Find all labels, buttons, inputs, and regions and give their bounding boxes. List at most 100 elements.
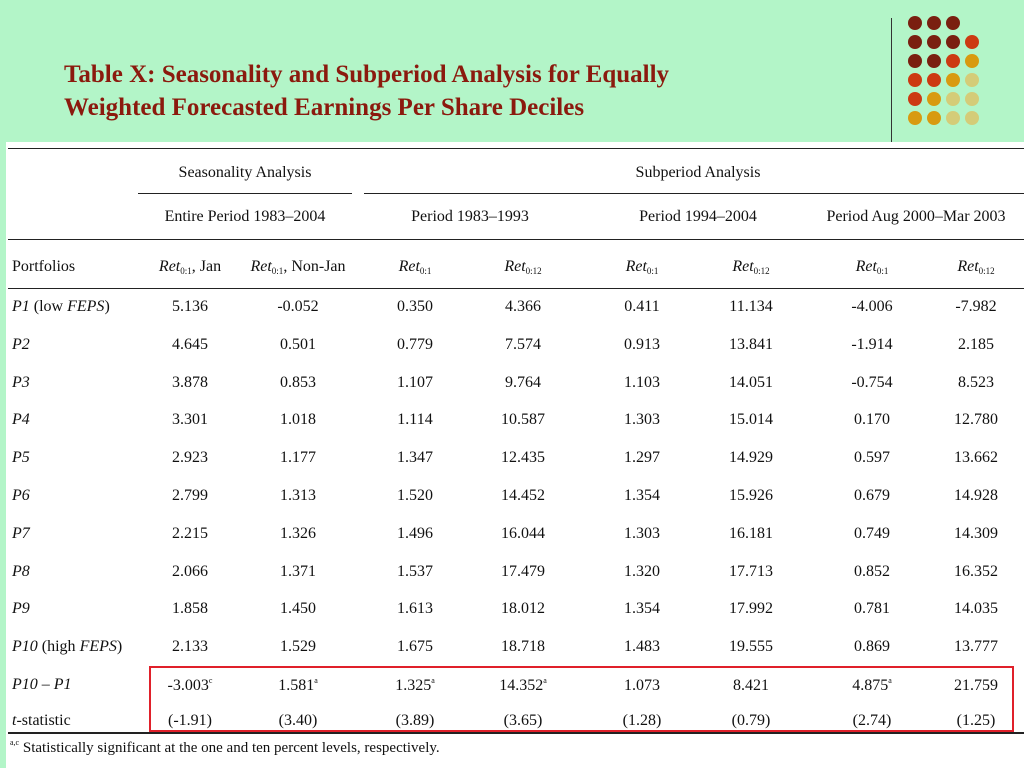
- decorative-dot: [946, 54, 960, 68]
- table-cell: 0.597: [854, 449, 890, 467]
- decorative-dot: [965, 35, 979, 49]
- portfolio-id: P5: [12, 449, 30, 467]
- column-header-ret01-p1: Ret0:1: [399, 258, 432, 276]
- diff-cell: 1.581a: [278, 676, 318, 695]
- table-cell: -1.914: [851, 335, 893, 353]
- table-cell: 16.352: [954, 562, 998, 580]
- table-cell: 14.452: [501, 487, 545, 504]
- diff-cell: -3.003c: [168, 676, 213, 695]
- table-cell: 0.781: [854, 600, 890, 618]
- portfolio-id: P3: [12, 373, 30, 391]
- decorative-dot: [927, 111, 941, 125]
- portfolio-label-end: ): [116, 638, 123, 656]
- portfolio-label-end: ): [104, 298, 110, 315]
- diff-value: 21.759: [954, 677, 998, 694]
- table-cell: 1.354: [624, 487, 660, 504]
- table-cell: 3.301: [172, 411, 208, 429]
- table-cell: 1.107: [397, 373, 433, 391]
- table-cell: 1.450: [280, 600, 316, 618]
- table-cell: 1.320: [624, 562, 660, 580]
- table-cell: 2.066: [172, 562, 208, 580]
- decorative-dot: [927, 16, 941, 30]
- portfolio-label: P1 (low FEPS): [12, 298, 110, 316]
- table-cell: 16.044: [501, 524, 545, 542]
- table-cell: 0.853: [280, 373, 316, 391]
- tstat-cell: (0.79): [731, 711, 771, 729]
- table-cell: 0.869: [854, 638, 890, 656]
- subperiod-analysis-header: Subperiod Analysis: [635, 164, 761, 181]
- diff-cell: 4.875a: [852, 676, 892, 695]
- table-cell: 5.136: [172, 298, 208, 315]
- tstat-cell: (1.28): [622, 711, 662, 729]
- table-cell: 0.350: [397, 298, 433, 315]
- significance-mark: a: [314, 676, 318, 685]
- ret-symbol: Ret: [398, 258, 420, 275]
- decorative-dot: [946, 92, 960, 106]
- portfolio-id: P4: [12, 411, 30, 429]
- column-header-ret01-p3: Ret0:1: [856, 258, 889, 276]
- subperiod-group-rule: [364, 193, 1024, 194]
- diff-cell: 1.073: [624, 676, 660, 695]
- decorative-dot: [927, 35, 941, 49]
- column-header-ret012-p1: Ret0:12: [504, 258, 541, 276]
- portfolio-label: P3: [12, 374, 30, 392]
- significance-mark: a: [431, 676, 435, 685]
- significance-mark: a: [543, 676, 547, 685]
- table-cell: 12.780: [954, 411, 998, 429]
- significance-mark: c: [208, 676, 213, 685]
- table-cell: 1.613: [397, 600, 433, 618]
- column-header-ret012-p2: Ret0:12: [732, 258, 769, 276]
- table-cell: 1.371: [280, 562, 316, 580]
- column-header-rule: [8, 288, 1024, 289]
- portfolio-id: P1: [12, 298, 30, 315]
- ret-subscript: 0:1: [180, 266, 192, 276]
- period-header-1994-2004: Period 1994–2004: [639, 208, 757, 225]
- table-cell: 18.012: [501, 600, 545, 618]
- seasonality-analysis-header: Seasonality Analysis: [178, 164, 312, 181]
- table-cell: 0.749: [854, 524, 890, 542]
- table-cell: 1.537: [397, 562, 433, 580]
- table-cell: 0.779: [397, 335, 433, 353]
- decorative-dot: [965, 54, 979, 68]
- diff-value: 1.325: [395, 677, 432, 694]
- table-cell: 14.309: [954, 524, 998, 542]
- decorative-dot: [927, 73, 941, 87]
- table-cell: 2.133: [172, 638, 208, 656]
- table-cell: 2.923: [172, 449, 208, 467]
- table-cell: 1.018: [280, 411, 316, 429]
- ret-symbol: Ret: [855, 258, 877, 275]
- table-cell: 0.501: [280, 335, 316, 353]
- table-cell: 1.529: [280, 638, 316, 656]
- significance-mark: a: [888, 676, 892, 685]
- diff-value: 1.581: [278, 677, 315, 694]
- portfolio-id: P10: [12, 638, 38, 656]
- ret-subscript: 0:12: [753, 266, 770, 276]
- table-cell: -7.982: [955, 298, 997, 315]
- table-cell: 4.366: [505, 298, 541, 315]
- table-cell: 3.878: [172, 373, 208, 391]
- table-cell: 1.303: [624, 411, 660, 429]
- slide-title-line-2: Weighted Forecasted Earnings Per Share D…: [64, 94, 585, 121]
- tstat-row-label: t-statistic: [12, 712, 71, 730]
- table-cell: 4.645: [172, 335, 208, 353]
- decorative-dot: [908, 92, 922, 106]
- tstat-cell: (3.40): [278, 711, 318, 729]
- table-cell: -4.006: [851, 298, 893, 315]
- tstat-cell: (3.65): [503, 711, 543, 729]
- diff-row-label: P10 – P1: [12, 676, 72, 693]
- ret-subscript: 0:1: [419, 266, 432, 276]
- decorative-dot: [908, 73, 922, 87]
- table-cell: 12.435: [501, 449, 545, 467]
- portfolio-label-text: (high: [37, 638, 80, 656]
- column-suffix: , Non-Jan: [283, 258, 346, 275]
- slide-title-line-1: Table X: Seasonality and Subperiod Analy…: [64, 61, 670, 88]
- diff-cell: 14.352a: [499, 676, 547, 695]
- table-cell: 9.764: [505, 373, 541, 391]
- tstat-label-text: -statistic: [16, 711, 71, 729]
- table-top-rule: [8, 148, 1024, 149]
- column-header-ret01-p2: Ret0:1: [626, 258, 659, 276]
- table-cell: 1.297: [624, 449, 660, 467]
- column-header-ret01-jan: Ret0:1, Jan: [159, 258, 221, 276]
- period-header-2000-2003: Period Aug 2000–Mar 2003: [826, 208, 1006, 225]
- table-cell: 13.777: [954, 638, 998, 656]
